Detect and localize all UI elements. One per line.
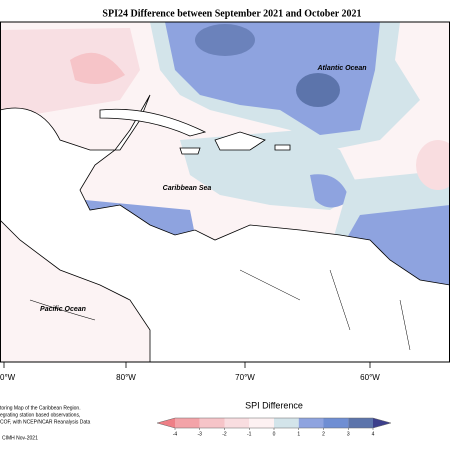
colorbar-title: SPI Difference: [245, 400, 303, 410]
colorbar-segment: [249, 418, 274, 428]
blue-patch: [310, 174, 350, 208]
border: [29, 299, 96, 321]
border: [239, 269, 411, 351]
cuba: [99, 108, 207, 137]
colorbar-tick-label: 4: [372, 431, 375, 437]
footer-credit: CIMH Nov-2021: [2, 435, 38, 441]
footer-line: toring Map of the Caribbean Region.: [0, 405, 81, 411]
ocean-label: Atlantic Ocean: [316, 65, 366, 72]
pink-patch: [70, 52, 125, 84]
hispaniola: [214, 131, 266, 151]
colorbar-segment: [274, 418, 299, 428]
dark-patch: [195, 24, 255, 56]
jamaica: [179, 147, 201, 155]
colorbar-tick-label: -3: [198, 431, 203, 437]
sea-label: Caribbean Sea: [163, 185, 212, 192]
colorbar-under: [157, 418, 175, 428]
colorbar-tick-label: 1: [297, 431, 300, 437]
ocean-label: Pacific Ocean: [40, 306, 86, 313]
lon-label: 80°W: [116, 373, 136, 382]
map-area: Atlantic Ocean Caribbean Sea Pacific Oce…: [0, 21, 450, 382]
land: [0, 94, 450, 362]
colorbar-tick-label: 0: [273, 431, 276, 437]
footer-line: egrating station based observations,: [0, 412, 80, 418]
pink-patch: [0, 28, 140, 120]
colorbar-tick-label: -1: [247, 431, 252, 437]
lon-label: 0°W: [0, 373, 16, 382]
colorbar-over: [373, 418, 391, 428]
lon-label: 70°W: [235, 373, 255, 382]
colorbar: -4 -3 -2 -1 0 1 2 3 4: [156, 417, 392, 437]
colorbar-segment: [199, 418, 225, 428]
dark-patch: [296, 73, 340, 107]
colorbar-tick-label: -4: [173, 431, 178, 437]
colorbar-segment: [175, 418, 200, 428]
colorbar-segment: [298, 418, 324, 428]
colorbar-segment: [323, 418, 349, 428]
puerto-rico: [274, 144, 291, 151]
pink-patch: [416, 140, 450, 190]
map-title: SPI24 Difference between September 2021 …: [102, 8, 361, 19]
colorbar-tick-label: 2: [322, 431, 325, 437]
colorbar-segment: [224, 418, 250, 428]
colorbar-segment: [348, 418, 373, 428]
footer-line: COF, with NCEP/NCAR Reanalysis Data: [0, 419, 91, 425]
lon-label: 60°W: [360, 373, 380, 382]
colorbar-tick-label: 3: [347, 431, 350, 437]
colorbar-tick-label: -2: [222, 431, 227, 437]
